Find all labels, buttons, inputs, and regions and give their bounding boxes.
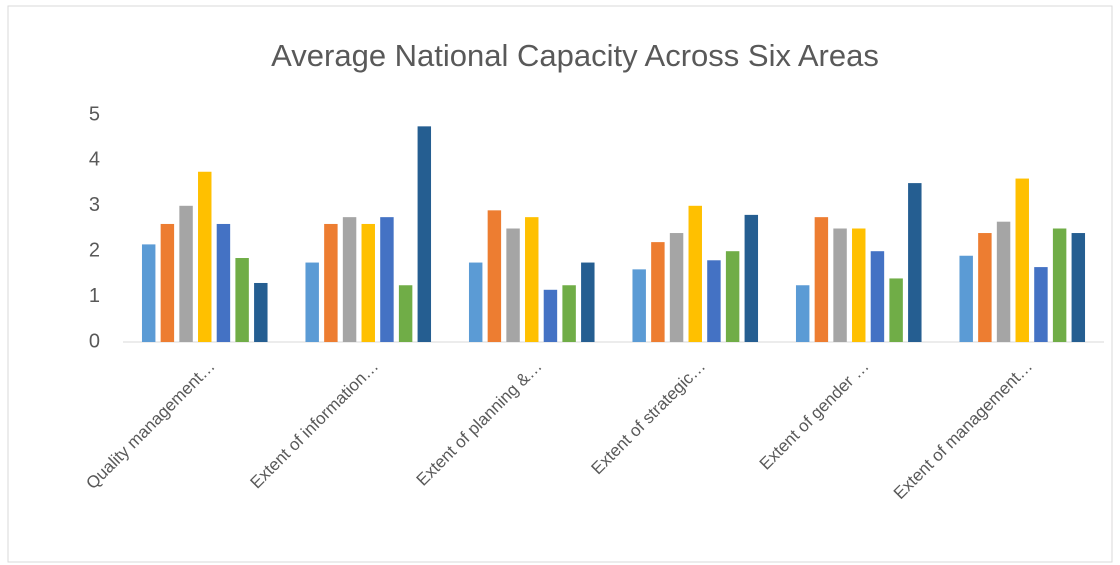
bar — [959, 255, 973, 342]
bar — [669, 233, 684, 342]
bar — [978, 233, 992, 342]
bar — [543, 289, 558, 342]
bar — [361, 223, 375, 342]
bar — [324, 223, 338, 342]
y-tick-label: 4 — [89, 149, 100, 171]
bar — [254, 282, 268, 342]
bar — [833, 228, 847, 342]
bar — [305, 262, 319, 342]
bar — [852, 228, 866, 342]
bar — [744, 214, 759, 342]
bar — [889, 278, 903, 342]
y-tick-label: 0 — [89, 330, 100, 352]
bar — [688, 205, 702, 342]
bar — [632, 269, 646, 342]
chart-title: Average National Capacity Across Six Are… — [271, 38, 879, 73]
bar — [525, 217, 539, 342]
bar — [198, 171, 212, 342]
y-tick-label: 1 — [89, 285, 100, 307]
bar — [1052, 228, 1067, 342]
bar — [160, 223, 175, 342]
bar — [996, 221, 1011, 342]
bar — [725, 251, 740, 342]
bar — [707, 260, 721, 342]
y-tick-label: 2 — [89, 239, 100, 261]
bar — [651, 242, 665, 342]
bar — [342, 217, 357, 342]
bar — [1071, 233, 1086, 342]
bar — [380, 217, 394, 342]
bar — [814, 217, 829, 342]
y-tick-label: 3 — [89, 194, 100, 216]
bar — [562, 285, 576, 342]
bar — [581, 262, 595, 342]
bar — [216, 223, 231, 342]
bar — [141, 244, 156, 342]
bar — [468, 262, 483, 342]
bar — [506, 228, 520, 342]
bar — [870, 251, 885, 342]
bar — [235, 258, 249, 342]
bar — [1034, 267, 1048, 342]
bar — [398, 285, 413, 342]
bar — [179, 205, 193, 342]
bar — [487, 210, 502, 342]
bar — [795, 285, 810, 342]
y-tick-label: 5 — [89, 103, 100, 125]
bar — [908, 183, 922, 342]
bar — [1015, 178, 1029, 342]
bar — [417, 126, 432, 342]
